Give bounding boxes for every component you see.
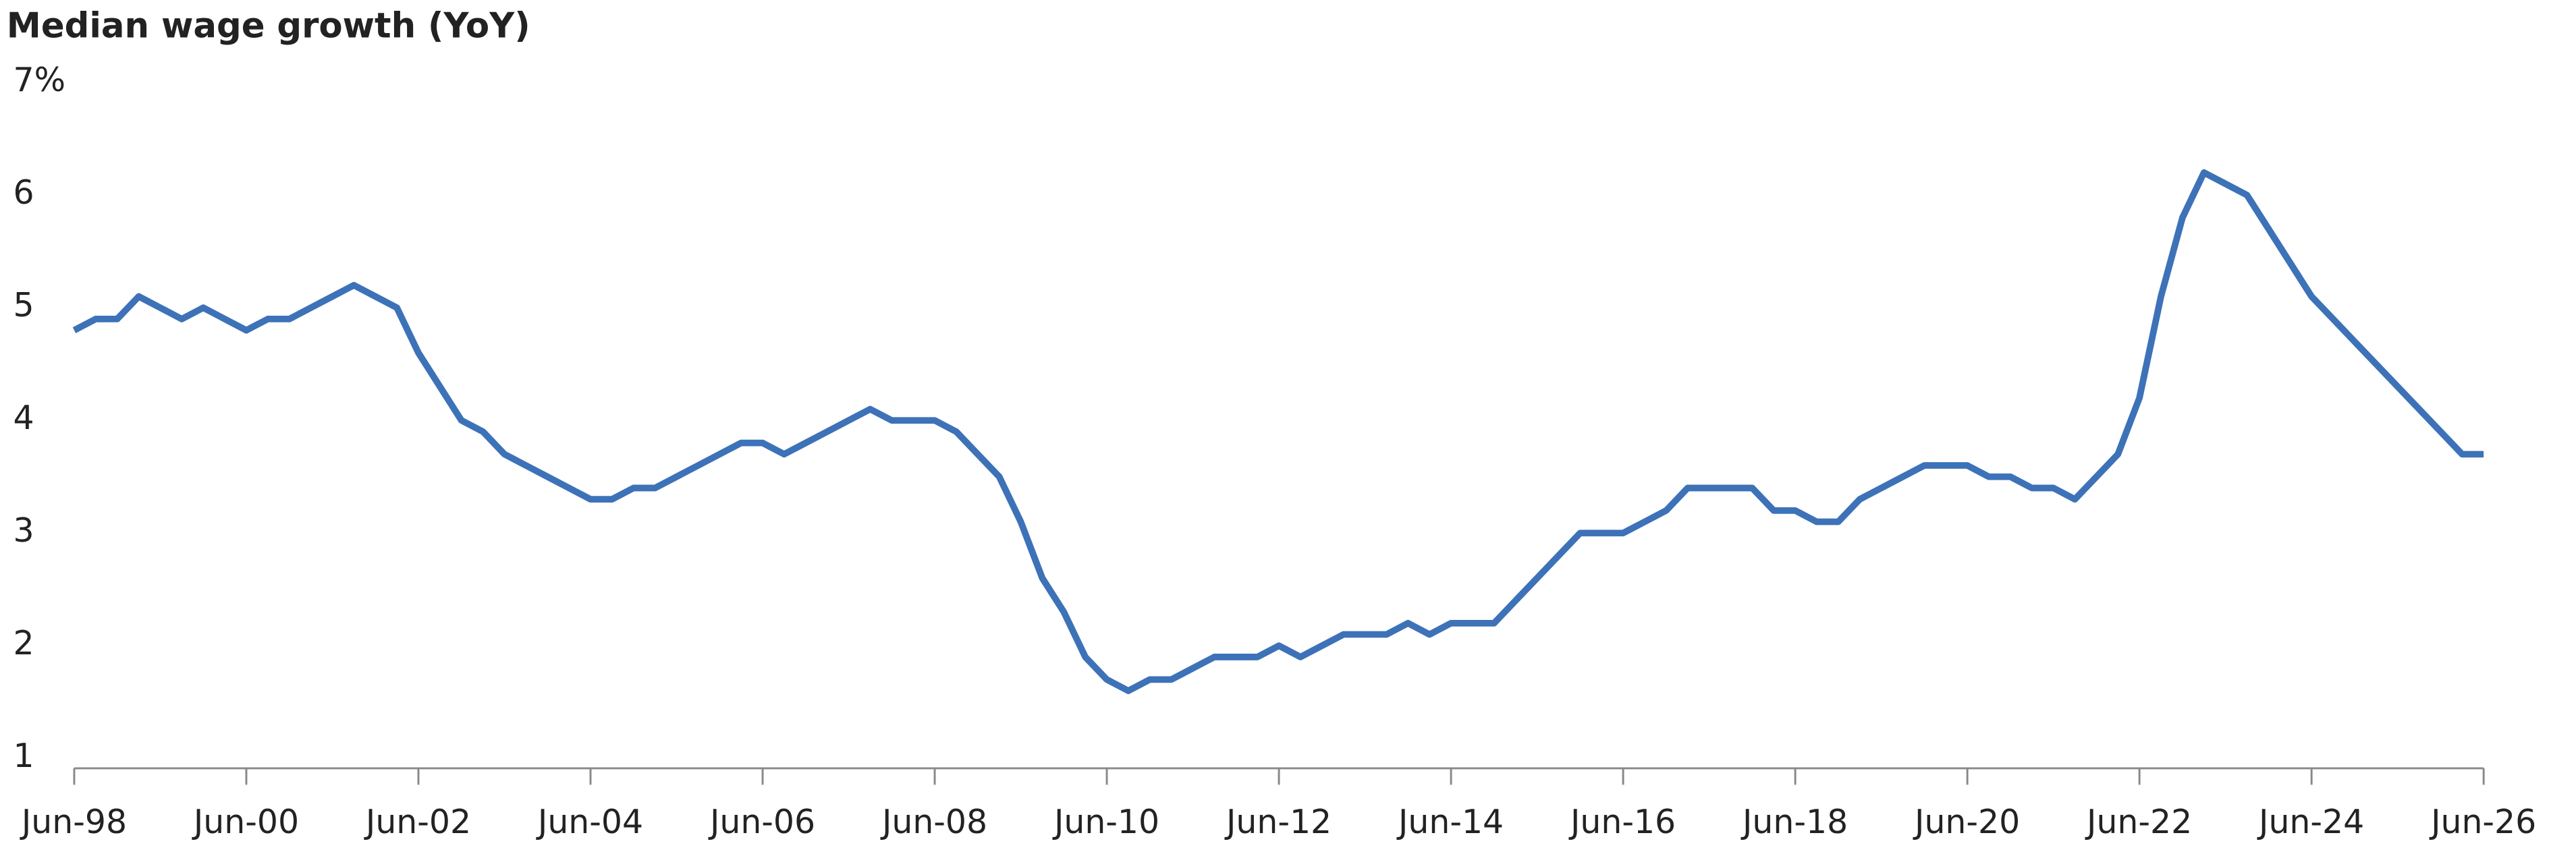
x-tick-label: Jun-24	[2257, 803, 2364, 841]
x-tick-label: Jun-02	[364, 803, 471, 841]
x-tick-label: Jun-12	[1224, 803, 1332, 841]
y-tick-label: 7%	[13, 61, 66, 99]
x-tick-label: Jun-22	[2085, 803, 2192, 841]
x-tick-label: Jun-18	[1741, 803, 1848, 841]
y-tick-label: 1	[13, 737, 34, 775]
y-tick-label: 5	[13, 286, 34, 324]
x-tick-label: Jun-20	[1913, 803, 2020, 841]
y-tick-label: 3	[13, 511, 34, 550]
x-tick-label: Jun-10	[1052, 803, 1159, 841]
x-tick-label: Jun-00	[192, 803, 299, 841]
x-tick-label: Jun-26	[2429, 803, 2536, 841]
y-tick-label: 4	[13, 399, 34, 437]
data-line	[72, 169, 2484, 694]
x-tick-label: Jun-06	[708, 803, 815, 841]
x-tick-label: Jun-04	[536, 803, 643, 841]
x-tick-label: Jun-98	[20, 803, 127, 841]
y-tick-label: 2	[13, 624, 34, 662]
x-tick-label: Jun-08	[880, 803, 987, 841]
x-tick-label: Jun-16	[1568, 803, 1676, 841]
y-tick-label: 6	[13, 173, 34, 212]
chart-title: Median wage growth (YoY)	[7, 6, 530, 47]
x-tick-label: Jun-14	[1396, 803, 1504, 841]
